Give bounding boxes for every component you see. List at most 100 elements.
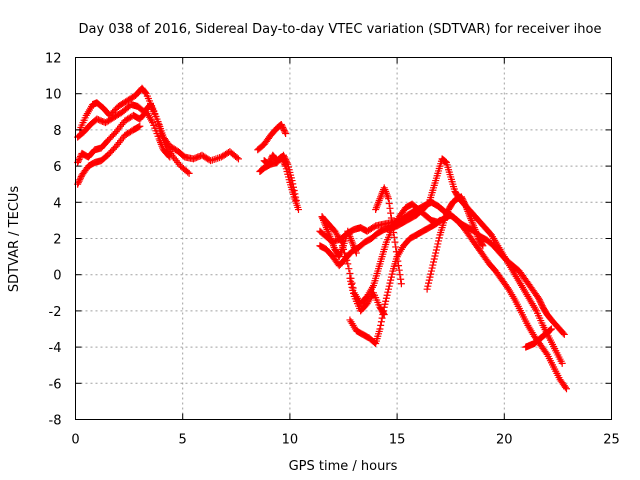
data-point (558, 359, 566, 367)
data-point (390, 228, 398, 236)
data-point (461, 200, 469, 208)
data-point (382, 294, 390, 302)
data-point (425, 276, 433, 284)
data-point (166, 153, 174, 161)
data-point (343, 256, 351, 264)
data-point (432, 249, 440, 257)
data-point (212, 155, 220, 163)
series-s16 (318, 213, 360, 261)
x-tick-label: 10 (282, 433, 299, 448)
y-tick-label: -8 (49, 414, 62, 429)
data-point (288, 177, 296, 185)
data-point (279, 123, 287, 131)
data-point (377, 321, 385, 329)
data-point (427, 267, 435, 275)
data-point (429, 261, 437, 269)
data-point (75, 177, 83, 185)
data-point (430, 255, 438, 263)
series-s13 (423, 193, 487, 293)
data-point (435, 234, 443, 242)
series-s11 (346, 216, 444, 347)
data-point (386, 204, 394, 212)
data-point (479, 242, 487, 250)
data-point (395, 262, 403, 270)
data-point (75, 155, 83, 163)
data-point (441, 157, 449, 165)
data-point (74, 179, 82, 187)
data-point (378, 314, 386, 322)
data-point (457, 193, 465, 201)
data-point (388, 219, 396, 227)
data-point (435, 217, 443, 225)
data-point (283, 159, 291, 167)
data-point (388, 270, 396, 278)
data-point (345, 265, 353, 273)
data-point (431, 252, 439, 260)
data-point (478, 241, 486, 249)
x-axis-label: GPS time / hours (289, 459, 398, 474)
data-point (282, 157, 290, 165)
y-tick-label: 6 (53, 160, 61, 175)
data-point (165, 152, 173, 160)
data-point (547, 326, 555, 334)
data-point (210, 155, 218, 163)
data-point (433, 243, 441, 251)
data-point (547, 325, 555, 333)
data-point (381, 300, 389, 308)
y-tick-label: -4 (49, 341, 62, 356)
data-point (394, 257, 402, 265)
data-point (384, 288, 392, 296)
data-point (396, 271, 404, 279)
data-point (535, 294, 543, 302)
data-point (387, 273, 395, 281)
data-point (460, 199, 468, 207)
data-point (280, 153, 288, 161)
data-point (383, 291, 391, 299)
data-point (281, 128, 289, 136)
data-point (185, 169, 193, 177)
data-point (184, 168, 192, 176)
y-tick-label: -2 (49, 305, 62, 320)
data-point (392, 248, 400, 256)
data-point (392, 243, 400, 251)
series-s7 (254, 120, 290, 154)
series-s14 (346, 274, 388, 319)
data-point (136, 122, 144, 130)
data-point (377, 318, 385, 326)
data-point (282, 130, 290, 138)
data-point (389, 224, 397, 232)
data-point (562, 385, 570, 393)
data-point (537, 299, 545, 307)
series-s6 (256, 151, 300, 204)
data-point (423, 285, 431, 293)
data-point (395, 266, 403, 274)
series-s3 (74, 108, 174, 166)
x-tick-label: 5 (179, 433, 187, 448)
data-point (390, 233, 398, 241)
data-point (76, 154, 84, 162)
data-point (135, 123, 143, 131)
data-point (382, 297, 390, 305)
data-point (233, 154, 241, 162)
data-point (458, 194, 466, 202)
data-point (350, 289, 358, 297)
data-point (290, 187, 298, 195)
data-point (347, 280, 355, 288)
data-point (434, 240, 442, 248)
data-point (435, 237, 443, 245)
data-point (234, 155, 242, 163)
data-point (376, 325, 384, 333)
chart-title: Day 038 of 2016, Sidereal Day-to-day VTE… (79, 22, 602, 37)
data-points (74, 84, 570, 393)
data-point (387, 214, 395, 222)
y-tick-label: 12 (45, 52, 62, 67)
data-point (292, 196, 300, 204)
series-s10 (318, 200, 570, 393)
data-point (387, 209, 395, 217)
data-point (432, 246, 440, 254)
x-tick-labels: 0 5 10 15 20 25 (71, 433, 619, 448)
y-tick-label: 10 (45, 88, 62, 103)
data-point (386, 279, 394, 287)
